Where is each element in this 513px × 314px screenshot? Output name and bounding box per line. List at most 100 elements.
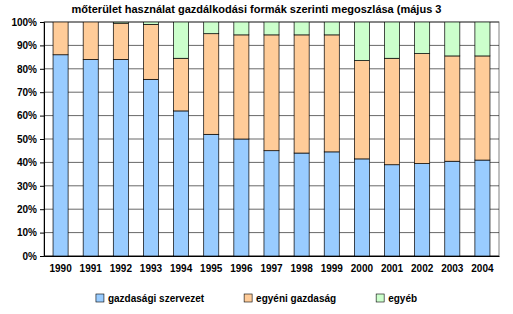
y-tick-mark (40, 256, 44, 257)
bar (445, 22, 460, 56)
x-tick-label: 1996 (230, 263, 253, 274)
bar (445, 161, 460, 256)
bar (113, 59, 128, 256)
x-tick-label: 2002 (411, 263, 434, 274)
bar (83, 22, 98, 23)
x-tick-label: 1991 (80, 263, 103, 274)
y-tick-mark (40, 92, 44, 93)
x-tick: 2001 (381, 256, 404, 274)
y-tick-mark (40, 45, 44, 46)
y-tick: 20% (17, 204, 44, 215)
y-tick-mark (40, 162, 44, 163)
bar (113, 22, 128, 23)
bar (415, 22, 430, 54)
plot: 0%10%20%30%40%50%60%70%80%90%100%1990199… (11, 17, 499, 274)
x-tick: 2002 (411, 256, 434, 274)
x-tick-label: 1997 (260, 263, 283, 274)
x-tick: 1991 (80, 256, 103, 274)
bar (475, 160, 490, 256)
title: mőterület használat gazdálkodási formák … (72, 3, 442, 15)
x-tick: 1997 (260, 256, 283, 274)
x-tick: 2004 (471, 256, 494, 274)
bar (204, 22, 219, 34)
y-tick-mark (40, 186, 44, 187)
bar (83, 59, 98, 256)
y-axis: 0%10%20%30%40%50%60%70%80%90%100% (11, 17, 44, 262)
y-tick-label: 50% (17, 134, 37, 145)
bar (174, 22, 189, 58)
y-tick: 40% (17, 157, 44, 168)
bar (354, 61, 369, 159)
y-tick-label: 40% (17, 157, 37, 168)
x-axis-line (45, 256, 500, 257)
x-tick-label: 1999 (321, 263, 344, 274)
bar (143, 24, 158, 79)
bar (53, 55, 68, 256)
y-axis-line (40, 23, 45, 257)
bar (234, 139, 249, 256)
y-tick: 10% (17, 227, 44, 238)
bar (324, 35, 339, 152)
legend-label: gazdasági szervezet (108, 293, 205, 304)
bar (264, 35, 279, 151)
legend: gazdasági szervezet egyéni gazdaság egyéb (96, 293, 417, 304)
x-tick: 1996 (230, 256, 253, 274)
y-tick-mark (40, 209, 44, 210)
bar (324, 22, 339, 35)
y-tick-label: 10% (17, 227, 37, 238)
legend-swatch (376, 294, 384, 302)
y-tick-label: 80% (17, 64, 37, 75)
bar (53, 22, 68, 23)
x-tick: 1995 (200, 256, 223, 274)
y-tick: 100% (11, 17, 44, 28)
legend-label: egyéni gazdaság (256, 293, 336, 304)
y-tick-label: 0% (23, 251, 38, 262)
x-tick: 1990 (49, 256, 72, 274)
y-tick-label: 20% (17, 204, 37, 215)
x-tick-label: 2003 (441, 263, 464, 274)
bar (384, 165, 399, 256)
bar (384, 22, 399, 58)
legend-item: egyéb (376, 293, 417, 304)
bar (264, 151, 279, 256)
bar (475, 56, 490, 160)
x-tick: 1994 (170, 256, 193, 274)
x-tick-label: 1998 (291, 263, 314, 274)
bar (354, 22, 369, 61)
y-tick-label: 70% (17, 87, 37, 98)
y-tick-mark (40, 233, 44, 234)
bar (384, 58, 399, 164)
x-tick-label: 1995 (200, 263, 223, 274)
y-tick-mark (40, 139, 44, 140)
y-tick: 30% (17, 181, 44, 192)
x-tick: 1999 (321, 256, 344, 274)
bar (174, 58, 189, 111)
bar (264, 22, 279, 35)
bars (53, 22, 490, 256)
y-tick-label: 90% (17, 40, 37, 51)
y-tick-mark (40, 69, 44, 70)
x-tick-label: 2001 (381, 263, 404, 274)
bar (415, 54, 430, 164)
bar (415, 164, 430, 256)
y-tick-mark (40, 116, 44, 117)
legend-label: egyéb (388, 293, 417, 304)
y-tick-mark (40, 22, 44, 23)
bar (53, 22, 68, 55)
x-tick-label: 1992 (110, 263, 133, 274)
bar (324, 152, 339, 256)
x-tick-label: 1990 (49, 263, 72, 274)
bar (113, 23, 128, 59)
chart: mőterület használat gazdálkodási formák … (0, 0, 513, 314)
bar (445, 56, 460, 161)
y-tick-label: 100% (11, 17, 37, 28)
bar (234, 35, 249, 139)
legend-item: egyéni gazdaság (244, 293, 336, 304)
bar (294, 153, 309, 256)
x-tick-label: 2000 (351, 263, 374, 274)
x-tick: 2003 (441, 256, 464, 274)
y-tick: 90% (17, 40, 44, 51)
legend-item: gazdasági szervezet (96, 293, 205, 304)
y-tick: 70% (17, 87, 44, 98)
y-tick: 0% (23, 251, 44, 262)
